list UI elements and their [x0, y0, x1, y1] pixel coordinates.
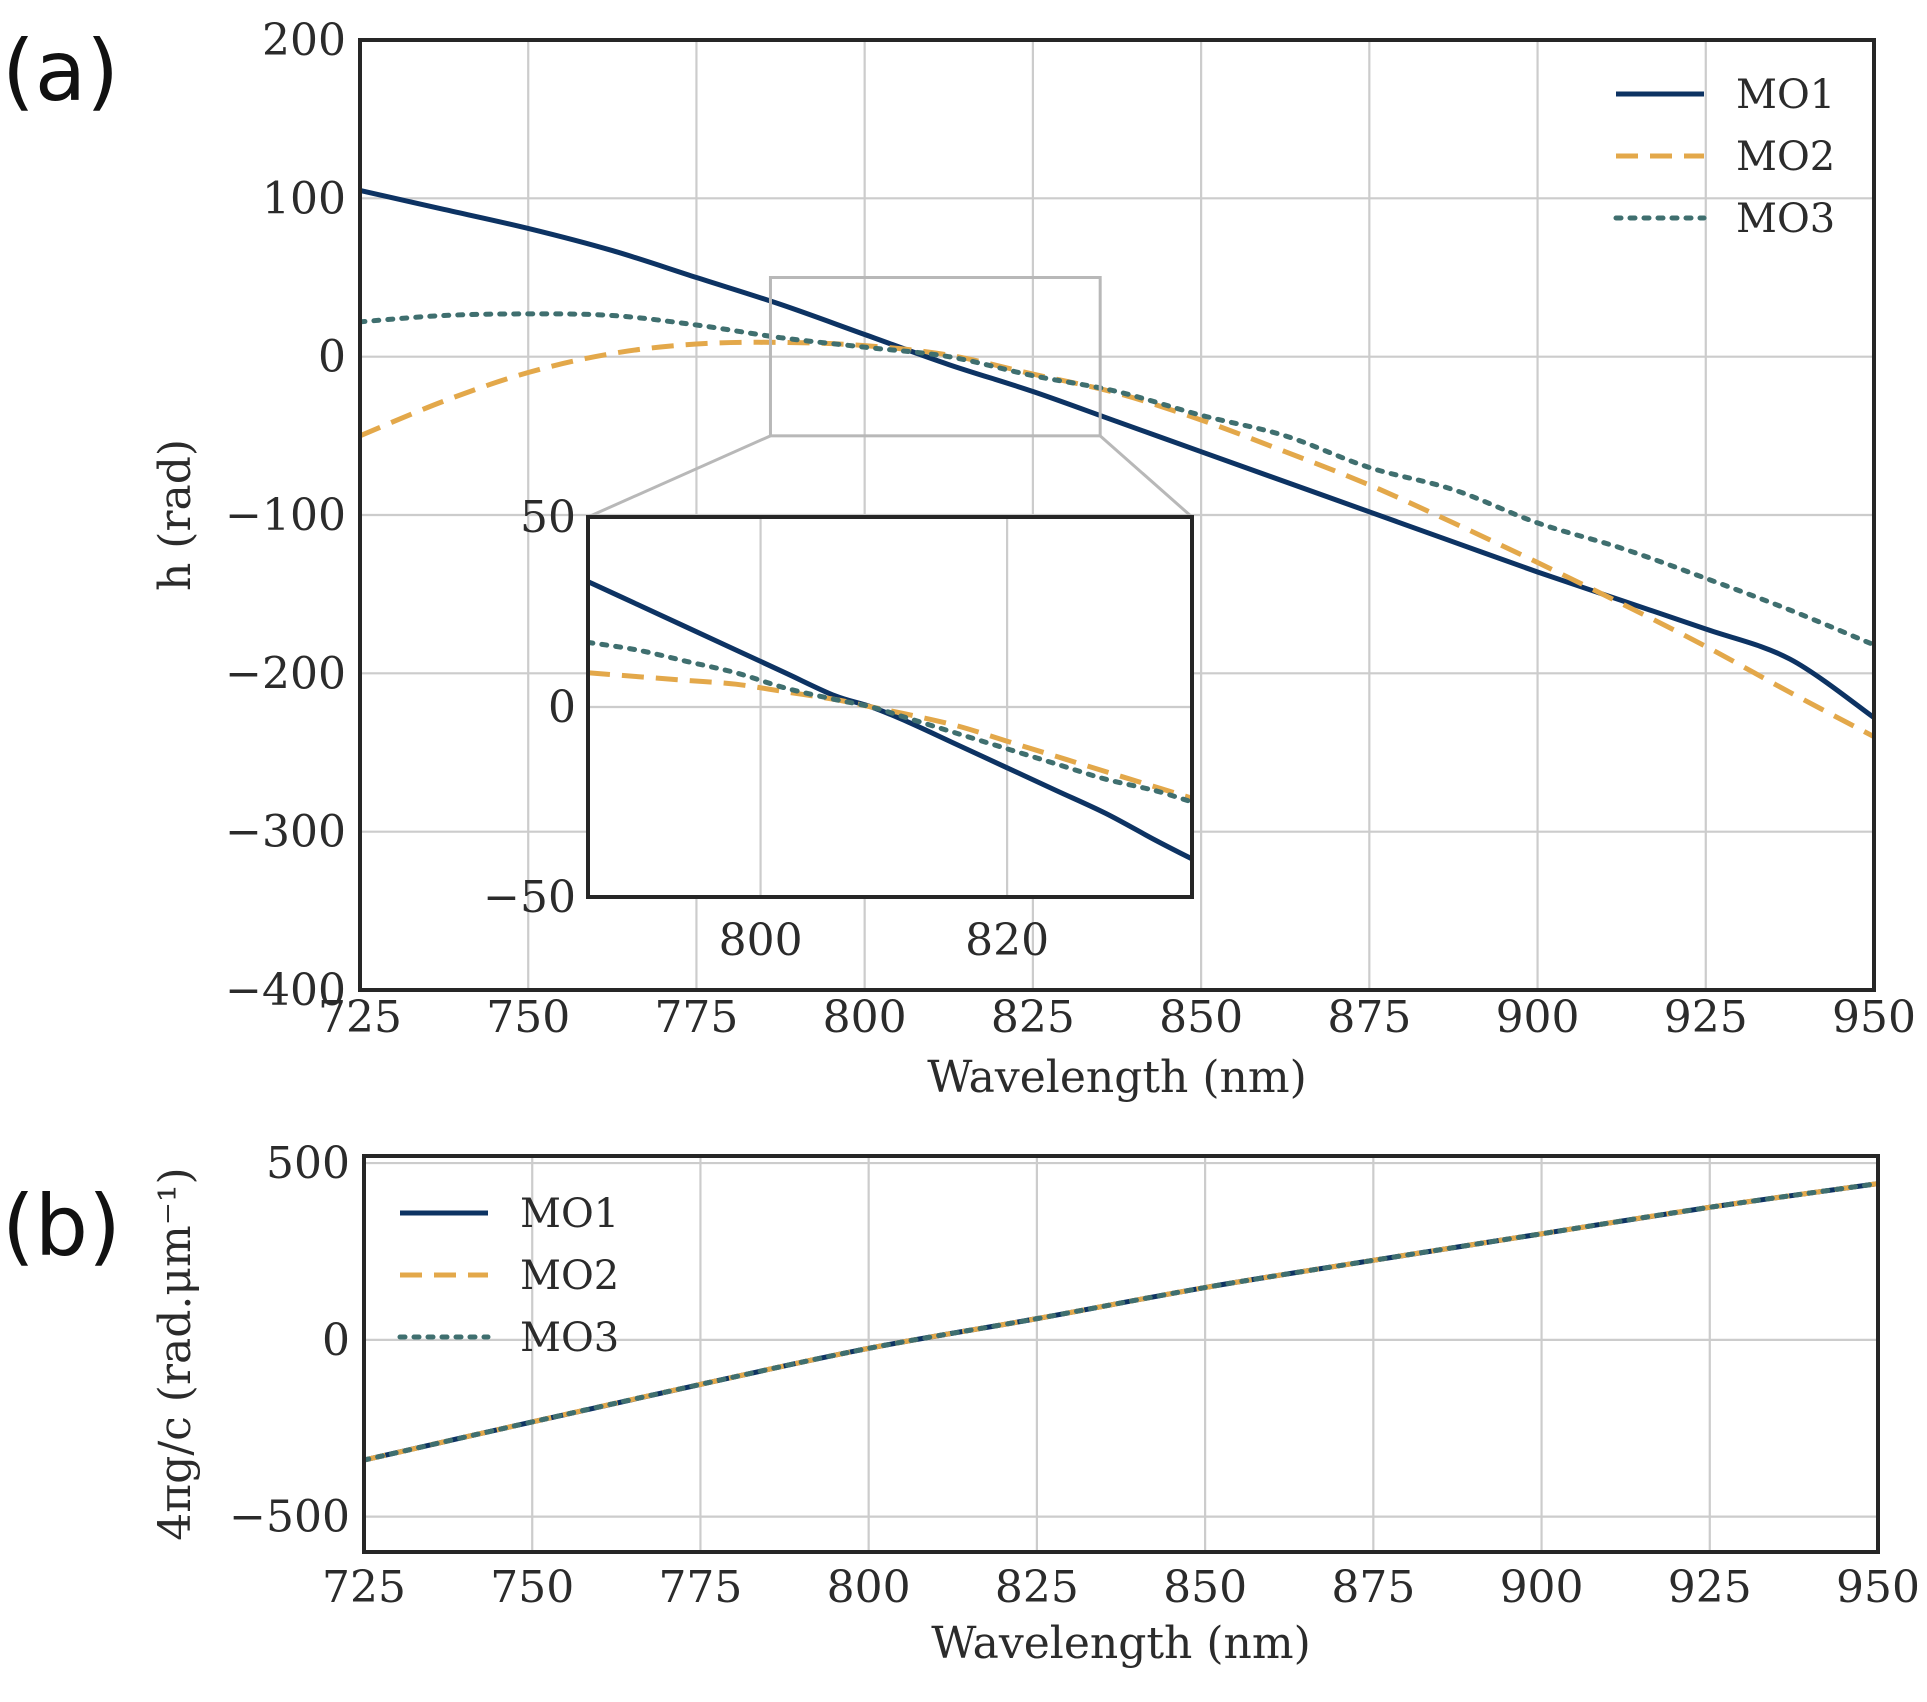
panel-b-y-ticks: −500 0 500 [229, 1138, 350, 1543]
inset-y-ticks: −50 0 50 [483, 492, 576, 923]
inset-y-tick-label: 0 [548, 682, 576, 733]
panel-a-legend-label-mo3: MO3 [1736, 196, 1835, 242]
panel-b-legend-label-mo1: MO1 [520, 1191, 619, 1237]
panel-b-lines [364, 1181, 1878, 1463]
panel-b-frame [362, 1154, 1880, 1554]
panel-b-x-tick-label: 750 [490, 1562, 574, 1613]
inset-lines [588, 579, 1192, 862]
panel-a-x-tick-label: 875 [1327, 992, 1411, 1043]
panel-a-frame [358, 38, 1876, 992]
panel-b-x-tick-label: 875 [1331, 1562, 1415, 1613]
inset-x-ticks: 800 820 [719, 915, 1050, 966]
panel-a-x-axis-label: Wavelength (nm) [927, 1052, 1307, 1103]
panel-a-x-tick-label: 800 [823, 992, 907, 1043]
panel-a-y-tick-label: 0 [318, 332, 346, 383]
panel-a-x-tick-label: 900 [1496, 992, 1580, 1043]
inset-grid [588, 515, 1192, 899]
zoom-connector-right [1099, 434, 1193, 519]
panel-b: (b) 725 750 775 800 825 850 875 900 925 950 −500 0… [2, 1138, 1920, 1669]
zoom-box [768, 276, 1102, 438]
panel-a-x-tick-label: 775 [654, 992, 738, 1043]
panel-b-legend-label-mo3: MO3 [520, 1315, 619, 1361]
inset-y-tick-label: 50 [520, 492, 576, 543]
zoom-connector-left [587, 434, 772, 519]
inset-x-tick-label: 820 [965, 915, 1049, 966]
panel-a-x-tick-label: 825 [991, 992, 1075, 1043]
panel-b-x-tick-label: 950 [1836, 1562, 1920, 1613]
panel-b-x-tick-label: 800 [827, 1562, 911, 1613]
panel-a-legend-label-mo2: MO2 [1736, 134, 1835, 180]
panel-a-inset: 800 820 −50 0 50 [483, 492, 1194, 966]
panel-a: (a) 800 820 −50 0 50 725 750 775 800 825 850 875 9… [2, 15, 1916, 1103]
panel-a-y-tick-label: −200 [225, 648, 346, 699]
panel-a-x-tick-label: 750 [486, 992, 570, 1043]
panel-a-y-tick-label: −400 [225, 965, 346, 1016]
panel-a-lines [360, 187, 1874, 739]
panel-b-line-mo3 [364, 1181, 1878, 1463]
panel-b-x-tick-label: 850 [1163, 1562, 1247, 1613]
panel-b-x-tick-label: 775 [658, 1562, 742, 1613]
panel-b-y-tick-label: −500 [229, 1492, 350, 1543]
inset-line-mo3 [588, 639, 1192, 805]
inset-line-mo2 [588, 670, 1192, 801]
panel-b-x-axis-label: Wavelength (nm) [931, 1618, 1311, 1669]
panel-a-label: (a) [2, 22, 119, 120]
inset-x-tick-label: 800 [719, 915, 803, 966]
panel-b-label: (b) [2, 1177, 121, 1275]
panel-a-x-tick-label: 925 [1664, 992, 1748, 1043]
panel-a-zoom-indicator [587, 276, 1193, 519]
panel-a-line-mo3 [360, 311, 1874, 648]
panel-a-y-tick-label: −100 [225, 490, 346, 541]
panel-b-x-tick-label: 725 [322, 1562, 406, 1613]
panel-b-x-tick-label: 925 [1668, 1562, 1752, 1613]
panel-b-x-tick-label: 900 [1500, 1562, 1584, 1613]
panel-a-x-tick-label: 950 [1832, 992, 1916, 1043]
panel-b-x-ticks: 725 750 775 800 825 850 875 900 925 950 [322, 1562, 1920, 1613]
panel-b-y-tick-label: 0 [322, 1315, 350, 1366]
panel-a-y-tick-label: 100 [262, 173, 346, 224]
panel-a-line-mo1 [360, 187, 1874, 720]
panel-a-y-ticks: −400 −300 −200 −100 0 100 200 [225, 15, 346, 1016]
panel-b-legend-label-mo2: MO2 [520, 1253, 619, 1299]
panel-a-x-ticks: 725 750 775 800 825 850 875 900 925 950 [318, 992, 1916, 1043]
panel-a-y-tick-label: 200 [262, 15, 346, 66]
panel-a-x-tick-label: 725 [318, 992, 402, 1043]
panel-a-y-tick-label: −300 [225, 807, 346, 858]
panel-a-y-axis-label: h (rad) [150, 439, 201, 591]
inset-y-tick-label: −50 [483, 872, 576, 923]
panel-a-legend-label-mo1: MO1 [1736, 72, 1835, 118]
panel-b-legend: MO1 MO2 MO3 [397, 1191, 619, 1361]
panel-b-y-tick-label: 500 [266, 1138, 350, 1189]
panel-b-y-axis-label: 4πg/c (rad.μm⁻¹) [150, 1167, 201, 1540]
panel-a-legend: MO1 MO2 MO3 [1613, 72, 1835, 242]
panel-a-x-tick-label: 850 [1159, 992, 1243, 1043]
panel-b-x-tick-label: 825 [995, 1562, 1079, 1613]
inset-frame [586, 515, 1194, 899]
